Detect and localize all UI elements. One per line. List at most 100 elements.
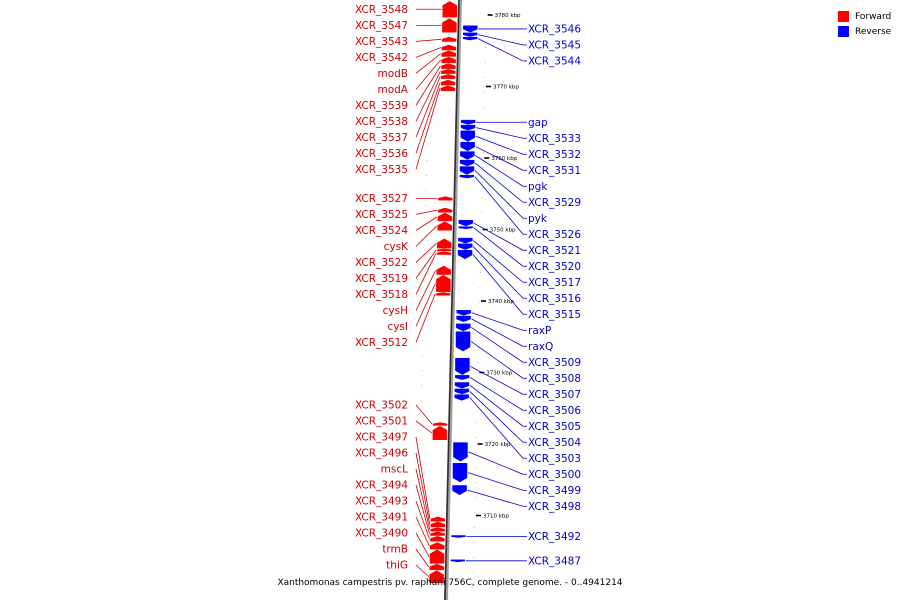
gene-xcr-3496-leader (415, 452, 431, 525)
gene-xcr-3497-shape (430, 516, 446, 522)
gene-xcr-3515-leader (472, 254, 524, 315)
guide-dot (424, 220, 426, 221)
gene-trmb-shape (429, 563, 445, 571)
gene-xcr-3538-label: XCR_3538 (355, 116, 408, 128)
gene-xcr-3502-leader (415, 404, 433, 425)
gene-xcr-3544-label: XCR_3544 (528, 55, 581, 67)
gene-xcr-3525-label: XCR_3525 (355, 209, 408, 221)
gene-raxq-label: raxQ (528, 341, 553, 353)
gene-xcr-3522-label: XCR_3522 (355, 257, 408, 269)
gene-xcr-3524-shape (437, 212, 453, 222)
guide-dot (428, 70, 430, 71)
gene-xcr-3547-shape (442, 18, 457, 33)
gene-xcr-3502-shape (432, 422, 448, 426)
guide-dot (418, 490, 420, 491)
guide-dot (475, 452, 477, 453)
gene-xcr-3491-shape (430, 542, 445, 550)
guide-dot (482, 137, 484, 138)
gene-xcr-3515-label: XCR_3515 (528, 309, 581, 321)
gene-xcr-3545-label: XCR_3545 (528, 39, 581, 51)
gene-xcr-3537-leader (415, 76, 441, 138)
gene-xcr-3537-label: XCR_3537 (355, 132, 408, 144)
tick-label-3730: 3730 kbp (486, 371, 512, 377)
gene-xcr-3496-label: XCR_3496 (355, 448, 408, 460)
guide-dot (472, 587, 474, 588)
guide-dot (474, 497, 476, 498)
gene-raxp-label: raxP (528, 325, 551, 337)
gene-xcr-3521-shape (458, 219, 474, 227)
guide-dot (482, 167, 484, 168)
gene-xcr-3497-leader (415, 436, 431, 520)
gene-xcr-3546-label: XCR_3546 (528, 23, 581, 35)
gene-xcr-3512-shape (435, 292, 451, 296)
gene-xcr-3504-shape (454, 388, 470, 395)
gene-pgk-shape (460, 151, 475, 160)
gene-xcr-3509-leader (471, 327, 524, 363)
gene-cysi-label: cysI (387, 321, 408, 333)
gene-modb-shape (441, 50, 456, 57)
tick-label-3780: 3780 kbp (495, 13, 521, 19)
gene-xcr-3521-label: XCR_3521 (528, 245, 581, 257)
guide-dot (423, 280, 425, 281)
guide-dot (485, 47, 487, 48)
gene-xcr-3501-shape (432, 425, 448, 440)
gene-mscl-leader (415, 468, 431, 530)
guide-dot (485, 32, 487, 33)
gene-xcr-3548-shape (442, 1, 458, 18)
gene-xcr-3518-label: XCR_3518 (355, 289, 408, 301)
tick-mark-3760 (484, 157, 490, 159)
gene-cysi-leader (415, 283, 436, 327)
gene-xcr-3545-shape (462, 32, 478, 37)
guide-dot (419, 445, 421, 446)
guide-dot (478, 347, 480, 348)
gene-trmb-label: trmB (382, 544, 408, 556)
guide-dot (481, 182, 483, 183)
gene-xcr-3507-shape (455, 357, 470, 375)
guide-dot (417, 535, 419, 536)
tick-mark-3770 (485, 85, 491, 88)
tick-mark-3720 (477, 443, 483, 445)
guide-dot (477, 362, 479, 363)
guide-dot (421, 370, 423, 371)
gene-modb-leader (415, 53, 441, 74)
guide-dot (416, 580, 418, 581)
guide-dot (480, 242, 482, 243)
gene-xcr-3533-shape (460, 124, 476, 131)
legend-label-reverse: Reverse (855, 26, 892, 37)
gene-xcr-3532-shape (460, 130, 476, 142)
gene-xcr-3547-label: XCR_3547 (355, 20, 408, 32)
gene-xcr-3526-label: XCR_3526 (528, 229, 581, 241)
gene-cysi-shape (436, 274, 451, 292)
gene-xcr-3506-shape (454, 375, 470, 380)
gene-xcr-3527-label: XCR_3527 (355, 193, 408, 205)
tick-mark-3780 (487, 14, 493, 16)
legend-item-reverse: Reverse (838, 24, 891, 39)
gene-xcr-3505-label: XCR_3505 (528, 421, 581, 433)
gene-trmb-leader (415, 548, 430, 568)
guide-dot (418, 475, 420, 476)
gene-xcr-3535-shape (440, 85, 456, 92)
gene-xcr-3502-label: XCR_3502 (355, 400, 408, 412)
gene-xcr-3498-label: XCR_3498 (528, 501, 581, 513)
gene-xcr-3524-leader (415, 216, 438, 231)
gene-moda-shape (441, 56, 456, 64)
gene-cysh-label: cysH (383, 305, 408, 317)
gene-cysk-leader (415, 225, 438, 247)
gene-raxq-leader (471, 318, 524, 347)
gene-mscl-label: mscL (381, 464, 408, 476)
gene-xcr-3497-label: XCR_3497 (355, 432, 408, 444)
gene-xcr-3539-label: XCR_3539 (355, 100, 408, 112)
gene-xcr-3506-label: XCR_3506 (528, 405, 581, 417)
gene-xcr-3505-leader (469, 385, 524, 427)
gene-xcr-3531-leader (475, 146, 524, 171)
guide-dot (421, 385, 423, 386)
gene-xcr-3491-leader (415, 516, 430, 547)
gene-raxq-shape (456, 315, 471, 323)
gene-xcr-3499-label: XCR_3499 (528, 485, 581, 497)
gene-xcr-3516-shape (457, 243, 473, 250)
gene-xcr-3509-shape (456, 323, 471, 332)
gene-xcr-3506-leader (469, 377, 524, 411)
gene-xcr-3533-label: XCR_3533 (528, 133, 581, 145)
tick-label-3760: 3760 kbp (491, 156, 517, 162)
guide-dot (482, 152, 484, 153)
